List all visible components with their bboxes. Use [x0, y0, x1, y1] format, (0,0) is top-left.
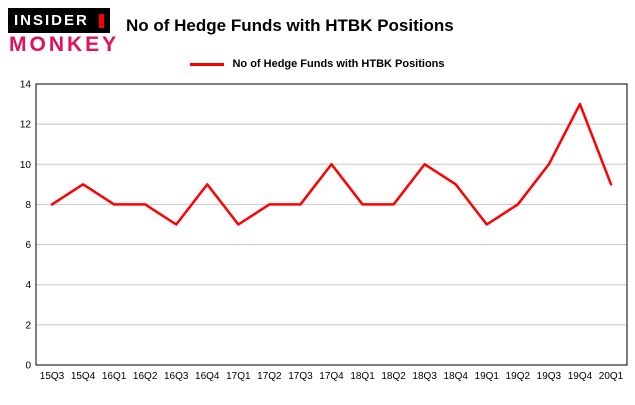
- svg-text:6: 6: [25, 240, 31, 251]
- svg-text:18Q2: 18Q2: [381, 371, 406, 382]
- svg-text:19Q3: 19Q3: [537, 371, 562, 382]
- svg-text:4: 4: [25, 280, 31, 291]
- svg-text:17Q3: 17Q3: [288, 371, 313, 382]
- svg-text:0: 0: [25, 361, 31, 372]
- svg-text:16Q1: 16Q1: [102, 371, 127, 382]
- svg-text:14: 14: [20, 80, 32, 91]
- chart-title: No of Hedge Funds with HTBK Positions: [126, 16, 454, 35]
- logo-text-monkey: MONKEY: [9, 33, 120, 56]
- legend-label: No of Hedge Funds with HTBK Positions: [232, 58, 445, 70]
- svg-text:17Q4: 17Q4: [319, 371, 344, 382]
- svg-text:17Q2: 17Q2: [257, 371, 282, 382]
- svg-text:2: 2: [25, 320, 31, 331]
- svg-text:15Q3: 15Q3: [40, 371, 65, 382]
- svg-text:8: 8: [25, 200, 31, 211]
- svg-text:18Q1: 18Q1: [350, 371, 375, 382]
- svg-text:19Q1: 19Q1: [475, 371, 500, 382]
- svg-text:18Q4: 18Q4: [443, 371, 468, 382]
- insider-monkey-logo: INSIDER MONKEY: [8, 8, 120, 57]
- legend: No of Hedge Funds with HTBK Positions: [0, 58, 635, 70]
- svg-text:10: 10: [20, 160, 32, 171]
- svg-text:16Q2: 16Q2: [133, 371, 158, 382]
- svg-text:18Q3: 18Q3: [412, 371, 437, 382]
- legend-line-swatch: [190, 62, 225, 66]
- svg-text:17Q1: 17Q1: [226, 371, 251, 382]
- line-chart: 0 2 4 6 8 10 12 14 15Q3 15Q4 16Q1 16Q2 16Q3 16Q4 17Q1 1…: [20, 80, 628, 382]
- logo-cursor-icon: [99, 13, 104, 28]
- svg-text:19Q2: 19Q2: [506, 371, 531, 382]
- svg-text:19Q4: 19Q4: [568, 371, 593, 382]
- svg-text:20Q1: 20Q1: [599, 371, 624, 382]
- logo-text-insider: INSIDER: [14, 12, 89, 29]
- svg-text:16Q4: 16Q4: [195, 371, 220, 382]
- svg-text:15Q4: 15Q4: [71, 371, 96, 382]
- header: INSIDER MONKEY No of Hedge Funds with HT…: [8, 8, 454, 57]
- svg-text:12: 12: [20, 120, 32, 131]
- svg-text:16Q3: 16Q3: [164, 371, 189, 382]
